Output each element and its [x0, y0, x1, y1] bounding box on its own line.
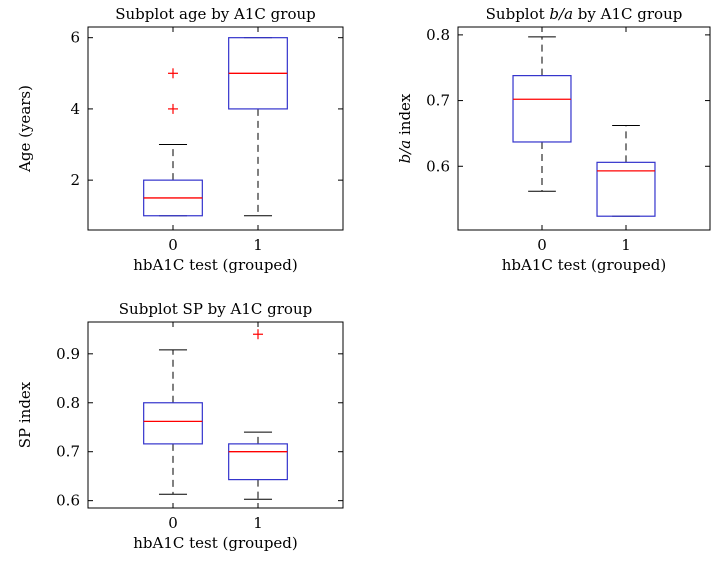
y-tick-label: 2	[70, 171, 80, 189]
y-tick-label: 0.7	[56, 443, 80, 461]
chart-title-part: b/a	[549, 5, 573, 23]
y-axis-label-part: index	[396, 93, 414, 140]
x-axis-label: hbA1C test (grouped)	[502, 256, 667, 274]
outlier-marker	[253, 329, 263, 340]
y-axis-label: SP index	[16, 381, 34, 448]
y-axis-label: b/a index	[396, 93, 414, 163]
x-axis-label: hbA1C test (grouped)	[133, 534, 298, 552]
box-group-1	[228, 37, 288, 217]
y-tick-label: 0.9	[56, 345, 80, 363]
y-tick-label: 0.6	[426, 157, 450, 175]
y-tick-label: 0.8	[426, 26, 450, 44]
box-group-0	[143, 68, 203, 217]
y-axis-label: Age (years)	[16, 85, 34, 173]
box-group-1	[228, 329, 288, 500]
y-tick-label: 0.6	[56, 492, 80, 510]
chart-title: Subplot SP by A1C group	[119, 300, 312, 318]
plot-frame	[87, 321, 344, 509]
x-tick-label: 1	[253, 514, 263, 532]
outlier-marker	[168, 103, 178, 114]
box-group-1	[596, 125, 656, 217]
x-tick-label: 0	[168, 236, 178, 254]
x-tick-label: 0	[537, 236, 547, 254]
box-group-0	[143, 349, 203, 495]
y-tick-label: 6	[70, 29, 80, 47]
chart-title-part: by A1C group	[573, 5, 682, 23]
box-group-0	[512, 36, 572, 192]
chart-title: Subplot b/a by A1C group	[486, 5, 683, 23]
box	[512, 75, 572, 143]
subplot-3: Subplot SP by A1C group 0.6 0.7 0.8 0.9 SP in…	[16, 300, 344, 552]
y-tick-label: 0.7	[426, 92, 450, 110]
plot-frame	[87, 26, 344, 231]
x-tick-label: 1	[621, 236, 631, 254]
x-tick-label: 0	[168, 514, 178, 532]
y-tick-label: 0.8	[56, 394, 80, 412]
outlier-marker	[168, 68, 178, 79]
chart-title: Subplot age by A1C group	[115, 5, 316, 23]
chart-title-part: Subplot	[486, 5, 550, 23]
subplot-2: Subplot b/a by A1C group 0.6 0.7 0.8 b/a ind…	[396, 5, 711, 274]
y-axis-label-part: b/a	[396, 140, 414, 164]
x-axis-label: hbA1C test (grouped)	[133, 256, 298, 274]
plot-frame	[457, 26, 711, 231]
box	[228, 443, 288, 481]
y-tick-label: 4	[70, 100, 80, 118]
box	[143, 402, 203, 445]
x-tick-label: 1	[253, 236, 263, 254]
box	[596, 161, 656, 217]
subplot-1: Subplot age by A1C group 2 4 6 Age (years) 0 1…	[16, 5, 344, 274]
